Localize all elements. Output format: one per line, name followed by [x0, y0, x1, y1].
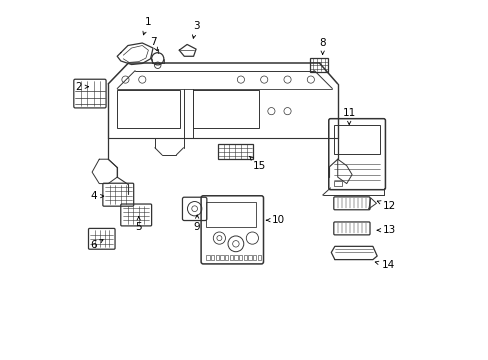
Bar [234, 255, 237, 260]
Text: 8: 8 [319, 38, 325, 54]
Text: 15: 15 [249, 157, 265, 171]
Bar [333, 125, 379, 154]
Text: 3: 3 [192, 21, 199, 38]
Bar [248, 255, 251, 260]
Bar [206, 202, 255, 227]
Bar [309, 58, 328, 72]
Text: 10: 10 [266, 215, 285, 225]
Bar [333, 181, 341, 186]
Text: 7: 7 [149, 37, 157, 51]
Bar [211, 255, 214, 260]
Bar [220, 255, 223, 260]
Text: 14: 14 [374, 260, 394, 270]
Text: 6: 6 [90, 240, 103, 250]
Text: 9: 9 [193, 215, 200, 232]
Bar [206, 255, 209, 260]
Bar [215, 255, 219, 260]
Bar [217, 144, 253, 159]
Bar [224, 255, 228, 260]
Text: 12: 12 [377, 201, 396, 211]
Bar [257, 255, 261, 260]
Text: 13: 13 [376, 225, 396, 235]
Bar [192, 90, 258, 128]
Text: 2: 2 [75, 82, 88, 92]
Bar [117, 90, 180, 128]
Text: 4: 4 [90, 191, 103, 201]
Bar [244, 255, 246, 260]
Text: 11: 11 [342, 108, 355, 125]
Bar [229, 255, 233, 260]
Text: 5: 5 [135, 217, 142, 232]
Bar [239, 255, 242, 260]
Text: 1: 1 [142, 17, 151, 35]
Bar [253, 255, 256, 260]
